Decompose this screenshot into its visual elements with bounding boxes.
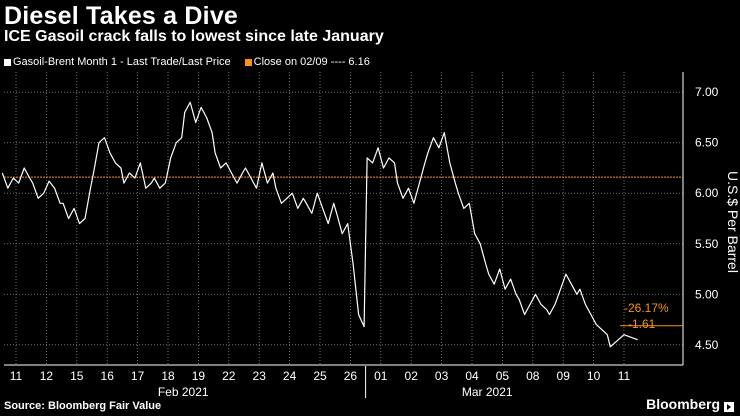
x-tick-label: 08	[526, 369, 540, 383]
x-tick-label: 26	[344, 369, 358, 383]
source-note: Source: Bloomberg Fair Value	[4, 400, 162, 412]
x-tick-label: 02	[405, 369, 419, 383]
x-tick-label: 24	[283, 369, 297, 383]
play-icon	[724, 402, 734, 412]
month-label: Mar 2021	[462, 385, 513, 399]
y-tick-label: 4.50	[695, 338, 719, 352]
x-tick-label: 12	[40, 369, 54, 383]
legend: Gasoil-Brent Month 1 - Last Trade/Last P…	[4, 55, 370, 69]
y-tick-label: 5.00	[695, 287, 719, 301]
x-tick-label: 11	[10, 369, 23, 383]
x-tick-label: 22	[222, 369, 236, 383]
legend-series-swatch	[4, 58, 11, 66]
legend-item-series: Gasoil-Brent Month 1 - Last Trade/Last P…	[4, 56, 231, 68]
legend-series-label: Gasoil-Brent Month 1 - Last Trade/Last P…	[13, 56, 231, 68]
x-tick-label: 01	[374, 369, 388, 383]
x-tick-label: 17	[131, 369, 145, 383]
x-tick-label: 18	[161, 369, 175, 383]
brand-logo: Bloomberg	[646, 396, 720, 412]
y-tick-label: 6.50	[695, 136, 719, 150]
x-tick-label: 03	[435, 369, 449, 383]
y-tick-label: 5.50	[695, 237, 719, 251]
x-tick-label: 09	[557, 369, 571, 383]
series-line	[1, 101, 638, 348]
change-value-label: -1.61	[628, 317, 656, 331]
legend-item-reference: Close on 02/09 ---- 6.16	[244, 56, 370, 68]
change-percent-label: -26.17%	[624, 301, 669, 315]
x-tick-label: 19	[192, 369, 206, 383]
x-tick-label: 10	[587, 369, 601, 383]
x-tick-label: 05	[496, 369, 510, 383]
x-tick-label: 23	[253, 369, 267, 383]
x-tick-label: 04	[465, 369, 479, 383]
y-axis-title: U.S.$ Per Barrel	[725, 171, 740, 273]
legend-reference-swatch	[244, 58, 252, 66]
x-tick-label: 25	[313, 369, 327, 383]
x-tick-label: 11	[618, 369, 631, 383]
chart-title: Diesel Takes a Dive	[4, 2, 239, 30]
chart-subtitle: ICE Gasoil crack falls to lowest since l…	[4, 28, 384, 45]
legend-reference-label: Close on 02/09 ---- 6.16	[253, 56, 370, 68]
x-tick-label: 16	[101, 369, 115, 383]
x-tick-label: 15	[70, 369, 84, 383]
month-label: Feb 2021	[158, 385, 209, 399]
y-tick-label: 6.00	[695, 186, 719, 200]
y-tick-label: 7.00	[695, 85, 719, 99]
